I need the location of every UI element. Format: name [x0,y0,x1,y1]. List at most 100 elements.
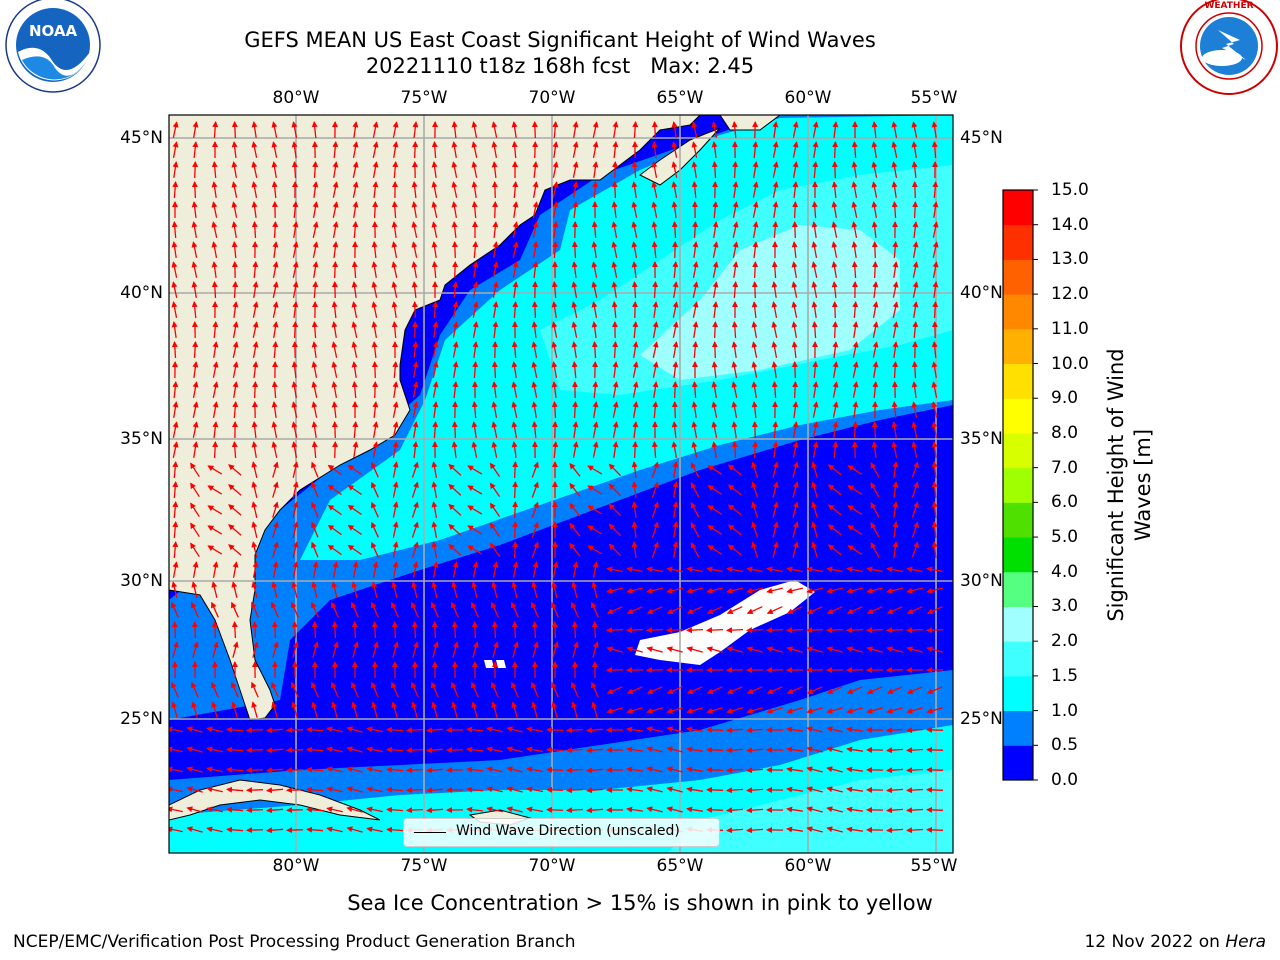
wind-wave-arrow [392,461,399,478]
wind-wave-arrow [732,201,739,219]
wind-wave-arrow [171,581,178,598]
wind-wave-arrow [351,681,359,698]
footer-credit: NCEP/EMC/Verification Post Processing Pr… [13,932,576,952]
wind-wave-arrow [331,321,338,339]
wind-wave-arrow [690,542,700,558]
colorbar-tick-label: 11.0 [1051,318,1089,339]
wind-wave-arrow [411,501,419,518]
wind-wave-arrow [292,541,299,558]
wind-wave-arrow [651,541,659,558]
wind-wave-arrow [512,521,519,539]
wind-wave-arrow [591,321,598,338]
wind-wave-arrow [766,606,783,614]
wind-wave-arrow [232,321,239,339]
wind-wave-arrow [726,566,743,573]
wind-wave-arrow [312,261,319,279]
wind-wave-arrow [571,241,578,259]
wind-wave-arrow [771,301,778,319]
wind-wave-arrow [489,462,501,477]
wind-wave-arrow [852,401,859,418]
wind-wave-arrow [467,485,483,495]
wind-wave-arrow [631,501,638,518]
lat-label-left: 30°N [120,571,163,591]
wind-wave-arrow [371,241,378,259]
wind-wave-arrow [792,381,799,399]
wind-wave-arrow [569,462,581,477]
wind-wave-arrow [926,826,944,833]
wind-wave-arrow [631,481,638,498]
wind-wave-arrow [611,281,618,299]
wind-wave-arrow [772,221,779,239]
wind-wave-arrow [211,601,219,618]
wind-wave-arrow [791,341,798,358]
wind-wave-arrow [192,401,199,418]
wind-wave-arrow [172,481,179,499]
wind-wave-arrow [606,686,623,694]
wind-wave-arrow [932,301,939,319]
wind-wave-arrow [827,544,842,556]
colorbar-tick-label: 8.0 [1051,422,1079,443]
wind-wave-arrow [392,161,399,179]
wind-wave-arrow [931,121,938,138]
wind-wave-arrow [432,321,439,338]
wind-wave-arrow [612,341,619,359]
wind-wave-arrow [272,641,279,658]
wind-wave-arrow [171,601,179,618]
wind-wave-arrow [711,401,718,418]
wind-wave-arrow [651,461,659,478]
wind-wave-arrow [471,621,478,639]
wind-wave-arrow [471,121,478,139]
wind-wave-arrow [352,441,359,458]
wind-wave-arrow [612,121,619,139]
wind-wave-arrow [911,461,919,478]
wind-wave-arrow [572,161,579,178]
wind-wave-arrow [411,261,418,279]
wind-wave-arrow [311,601,319,618]
wind-wave-arrow [551,401,558,419]
wind-wave-arrow [832,321,839,339]
wind-wave-arrow [587,505,603,515]
wind-wave-arrow [751,541,759,558]
wind-wave-arrow [872,361,879,379]
wind-wave-arrow [866,566,883,573]
wind-wave-arrow [911,541,919,558]
wind-wave-arrow [331,301,338,319]
wind-wave-arrow [906,606,923,614]
wind-wave-arrow [331,361,338,378]
wind-wave-arrow [467,545,483,555]
wind-wave-arrow [272,561,279,578]
wind-wave-arrow [331,341,338,358]
wind-wave-arrow [211,261,218,278]
wind-wave-arrow [886,686,903,694]
wind-wave-arrow [512,261,519,279]
wind-wave-arrow [292,641,299,658]
wind-wave-arrow [352,561,359,578]
wind-wave-arrow [511,681,519,698]
colorbar-tick-label: 14.0 [1051,214,1089,235]
wind-wave-arrow [489,522,501,537]
wind-wave-arrow [851,141,858,159]
wind-wave-arrow [311,361,318,379]
wind-wave-arrow [847,525,863,535]
wind-wave-arrow [412,381,419,398]
wind-wave-arrow [532,561,539,578]
wind-wave-arrow [612,381,619,399]
wind-wave-arrow [766,686,783,694]
wind-wave-arrow [751,481,759,498]
wind-wave-arrow [332,441,339,459]
colorbar-segment [1003,537,1033,573]
wind-wave-arrow [706,786,724,793]
colorbar-tick-label: 2.0 [1051,631,1079,652]
wind-wave-arrow [211,181,218,198]
wind-wave-arrow [246,827,264,834]
wind-wave-arrow [471,181,478,198]
wind-wave-arrow [491,581,498,598]
wind-wave-arrow [292,241,299,258]
wind-wave-arrow [489,482,501,497]
wind-wave-arrow [892,461,899,478]
wind-wave-arrow [371,281,378,298]
wind-wave-arrow [252,361,259,378]
wind-wave-arrow [251,141,258,158]
wind-wave-arrow [472,281,479,298]
wind-wave-arrow [772,421,779,439]
